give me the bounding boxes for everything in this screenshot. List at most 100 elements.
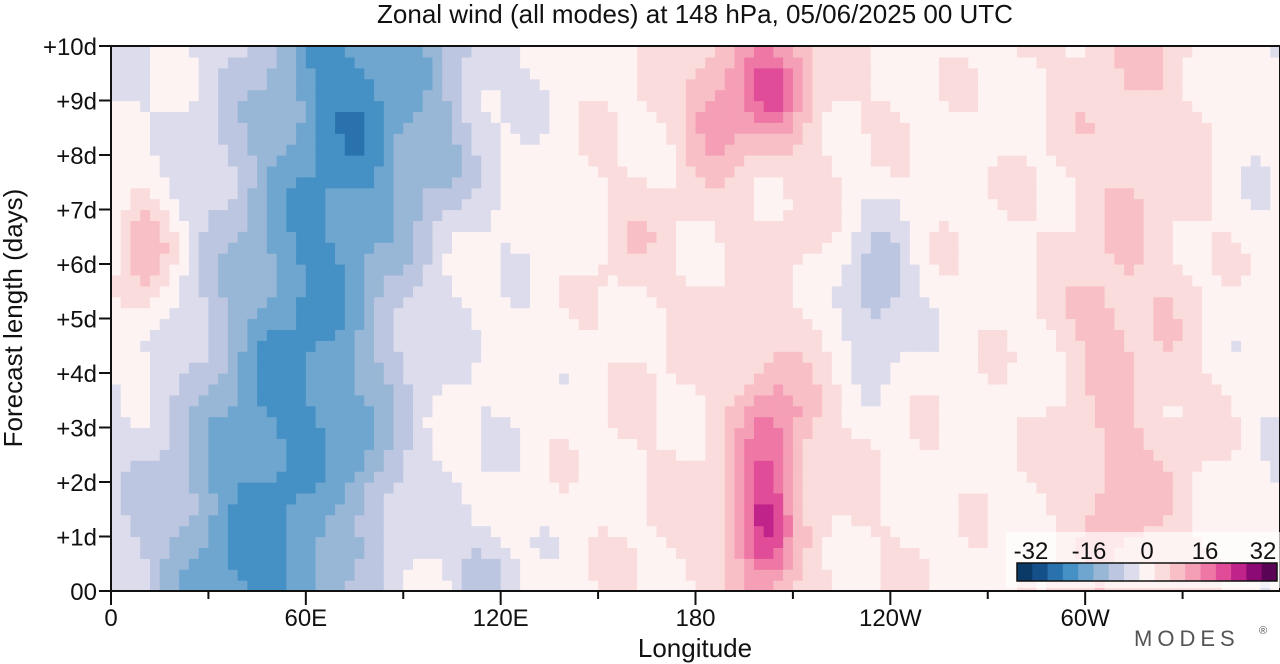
heatmap-cell [247, 394, 258, 407]
heatmap-cell [900, 471, 911, 483]
heatmap-cell [1124, 329, 1135, 341]
heatmap-cell [549, 460, 560, 472]
heatmap-cell [1231, 503, 1242, 516]
heatmap-cell [227, 394, 239, 407]
heatmap-cell [646, 231, 658, 243]
heatmap-cell [1114, 525, 1125, 538]
heatmap-cell [500, 383, 512, 396]
heatmap-cell [773, 525, 784, 538]
heatmap-cell [169, 460, 180, 472]
heatmap-cell [1202, 394, 1213, 407]
heatmap-cell [1085, 253, 1096, 265]
heatmap-cell [568, 405, 580, 418]
heatmap-cell [1016, 231, 1028, 243]
heatmap-cell [763, 525, 775, 538]
heatmap-cell [773, 285, 784, 298]
heatmap-cell [120, 471, 132, 483]
heatmap-cell [111, 503, 122, 516]
heatmap-cell [1270, 503, 1280, 516]
heatmap-cell [383, 373, 395, 385]
heatmap-cell [987, 285, 999, 298]
heatmap-cell [451, 318, 463, 330]
heatmap-cell [422, 514, 434, 527]
heatmap-cell [1075, 373, 1086, 385]
heatmap-cell [354, 187, 365, 200]
heatmap-cell [364, 187, 375, 200]
heatmap-cell [1153, 373, 1164, 385]
heatmap-cell [822, 503, 833, 516]
heatmap-cell [1182, 220, 1193, 232]
heatmap-cell [753, 165, 765, 178]
heatmap-cell [130, 285, 141, 298]
heatmap-cell [471, 296, 482, 309]
heatmap-cell [227, 362, 239, 374]
heatmap-cell [627, 492, 638, 505]
heatmap-cell [627, 264, 638, 276]
heatmap-cell [637, 307, 648, 320]
heatmap-cell [1143, 165, 1154, 178]
heatmap-cell [1172, 394, 1184, 407]
heatmap-cell [997, 144, 1008, 156]
heatmap-cell [861, 329, 872, 341]
heatmap-cell [783, 155, 794, 167]
heatmap-cell [130, 165, 141, 178]
heatmap-cell [1075, 471, 1086, 483]
heatmap-cell [500, 274, 512, 287]
heatmap-cell [753, 438, 765, 450]
heatmap-cell [617, 438, 628, 450]
heatmap-cell [1016, 296, 1028, 309]
heatmap-cell [900, 165, 911, 178]
heatmap-cell [461, 187, 473, 200]
heatmap-cell [1221, 144, 1232, 156]
heatmap-cell [783, 187, 794, 200]
heatmap-cell [861, 394, 872, 407]
heatmap-cell [325, 438, 336, 450]
heatmap-cell [149, 340, 161, 352]
heatmap-cell [870, 176, 882, 189]
heatmap-cell [948, 165, 960, 178]
heatmap-cell [364, 405, 375, 418]
heatmap-cell [802, 187, 813, 200]
heatmap-cell [831, 155, 843, 167]
heatmap-cell [870, 405, 882, 418]
heatmap-cell [344, 176, 356, 189]
heatmap-cell [305, 340, 317, 352]
heatmap-cell [461, 155, 473, 167]
heatmap-cell [286, 394, 297, 407]
heatmap-cell [1221, 394, 1232, 407]
heatmap-cell [315, 231, 326, 243]
heatmap-cell [296, 492, 307, 505]
heatmap-cell [1094, 242, 1106, 254]
heatmap-cell [130, 536, 141, 548]
heatmap-cell [1260, 503, 1271, 516]
heatmap-cell [266, 373, 278, 385]
heatmap-cell [637, 133, 648, 145]
heatmap-cell [929, 264, 940, 276]
heatmap-cell [344, 144, 356, 156]
heatmap-cell [666, 362, 677, 374]
heatmap-cell [1260, 449, 1271, 461]
heatmap-cell [822, 133, 833, 145]
heatmap-cell [257, 427, 268, 439]
heatmap-cell [461, 449, 473, 461]
heatmap-cell [646, 471, 658, 483]
heatmap-cell [802, 471, 813, 483]
heatmap-cell [997, 155, 1008, 167]
heatmap-cell [695, 209, 706, 221]
heatmap-cell [714, 580, 726, 592]
heatmap-cell [549, 482, 560, 494]
heatmap-cell [422, 155, 434, 167]
heatmap-cell [120, 274, 132, 287]
heatmap-cell [461, 274, 473, 287]
heatmap-cell [364, 503, 375, 516]
heatmap-cell [1085, 482, 1096, 494]
heatmap-cell [1153, 362, 1164, 374]
heatmap-cell [987, 165, 999, 178]
heatmap-cell [335, 394, 346, 407]
heatmap-cell [792, 547, 804, 559]
heatmap-cell [666, 242, 677, 254]
heatmap-cell [1241, 176, 1252, 189]
heatmap-cell [714, 187, 726, 200]
heatmap-cell [257, 416, 268, 429]
heatmap-cell [588, 231, 599, 243]
